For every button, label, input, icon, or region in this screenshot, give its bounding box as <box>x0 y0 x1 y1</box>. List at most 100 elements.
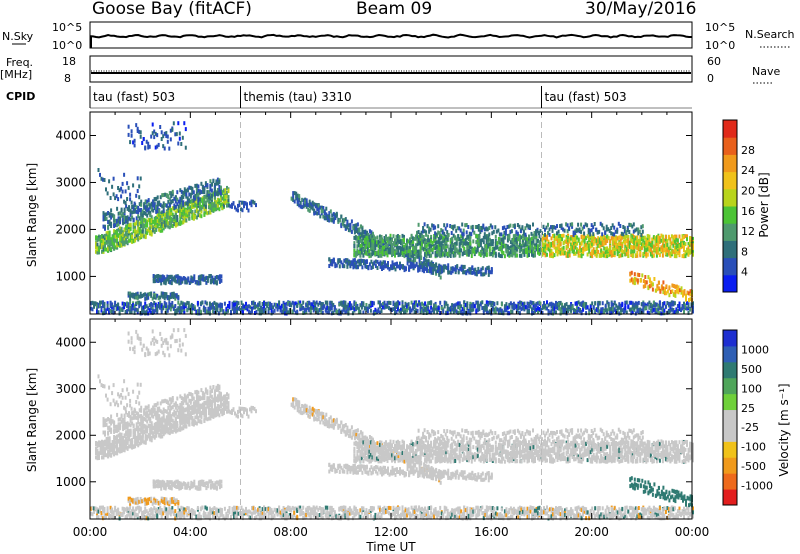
power-cell <box>296 309 299 314</box>
power-cell <box>425 308 428 312</box>
power-cell <box>288 303 291 307</box>
power-cell <box>442 252 445 257</box>
power-cell <box>476 301 479 306</box>
power-cell <box>518 234 521 239</box>
power-cell <box>352 226 355 231</box>
power-cell <box>147 198 150 203</box>
power-cell <box>180 202 183 207</box>
power-cell <box>296 196 299 201</box>
power-cell <box>418 234 421 239</box>
power-cell <box>94 301 97 306</box>
power-cell <box>610 301 613 306</box>
power-cell <box>562 245 565 250</box>
power-cell <box>553 308 556 313</box>
power-cell <box>100 308 103 313</box>
power-cell <box>359 251 362 255</box>
power-cell <box>458 242 461 247</box>
power-cell <box>353 307 356 312</box>
power-cell <box>477 270 480 275</box>
power-cell <box>203 276 206 281</box>
power-cell <box>260 311 263 316</box>
power-cell <box>107 246 110 251</box>
power-cell <box>466 234 469 239</box>
power-cell <box>208 311 211 316</box>
power-cell <box>358 258 361 263</box>
power-cell <box>521 249 524 254</box>
power-cell <box>589 307 592 312</box>
power-cell <box>528 253 530 257</box>
power-cell <box>379 249 381 254</box>
power-cell <box>315 310 318 315</box>
power-cell <box>218 190 221 195</box>
power-cell <box>458 310 461 315</box>
power-cell <box>482 311 485 315</box>
power-cell <box>379 239 381 244</box>
power-cell <box>396 261 398 266</box>
power-cell <box>202 307 205 312</box>
power-cell <box>167 208 170 213</box>
power-cell <box>220 307 223 312</box>
power-cell <box>380 234 383 239</box>
nsearch-label: N.Search <box>745 28 795 41</box>
power-cell <box>153 229 156 234</box>
power-cell <box>524 242 527 247</box>
power-cell <box>582 246 585 251</box>
power-cell <box>506 305 509 310</box>
power-cell <box>147 295 150 300</box>
power-cell <box>195 203 198 208</box>
power-cell <box>168 215 171 220</box>
power-cell <box>549 252 551 257</box>
power-cell <box>180 300 183 305</box>
power-cell <box>243 200 245 205</box>
power-cell <box>113 234 116 239</box>
power-cell <box>371 303 374 307</box>
power-cell <box>222 194 225 199</box>
power-cell <box>217 275 220 280</box>
power-cell <box>362 301 365 306</box>
power-cell <box>183 215 186 220</box>
power-cell <box>317 207 320 212</box>
power-cell <box>114 229 117 234</box>
power-cell <box>168 207 171 212</box>
power-cell <box>421 234 424 239</box>
power-cell <box>156 212 159 217</box>
power-cell <box>278 300 281 305</box>
power-cell <box>445 265 448 270</box>
power-cell <box>556 252 559 257</box>
power-cell <box>136 129 139 133</box>
power-cell <box>403 265 406 270</box>
power-cell <box>197 210 200 215</box>
power-cell <box>211 302 214 307</box>
power-cell <box>198 309 201 314</box>
power-cell <box>245 301 247 306</box>
power-cell <box>278 305 281 310</box>
power-cell <box>252 305 255 310</box>
power-cell <box>287 310 290 315</box>
power-cell <box>145 311 148 316</box>
power-cell <box>161 228 164 233</box>
power-cell <box>206 193 209 198</box>
power-cell <box>347 261 350 266</box>
power-cell <box>168 191 171 196</box>
power-cell <box>177 206 180 211</box>
power-cell <box>142 137 145 141</box>
power-cell <box>562 305 565 310</box>
power-cell <box>132 293 135 298</box>
power-cell <box>625 310 628 315</box>
power-cell <box>597 302 600 307</box>
power-cell <box>463 304 466 309</box>
power-cell <box>514 250 517 254</box>
power-cell <box>227 195 230 199</box>
nsearch-tick-bottom: 10^0 <box>705 39 735 52</box>
power-cell <box>654 303 657 308</box>
power-cell <box>101 244 103 249</box>
power-cell <box>157 142 160 147</box>
power-cell <box>309 310 312 315</box>
power-cell <box>430 269 433 274</box>
power-cell <box>553 237 556 242</box>
power-cell <box>169 292 172 297</box>
power-cell <box>487 244 490 249</box>
power-cell <box>197 192 200 197</box>
cpid-segment-label: themis (tau) 3310 <box>244 90 352 104</box>
power-cell <box>218 184 221 189</box>
